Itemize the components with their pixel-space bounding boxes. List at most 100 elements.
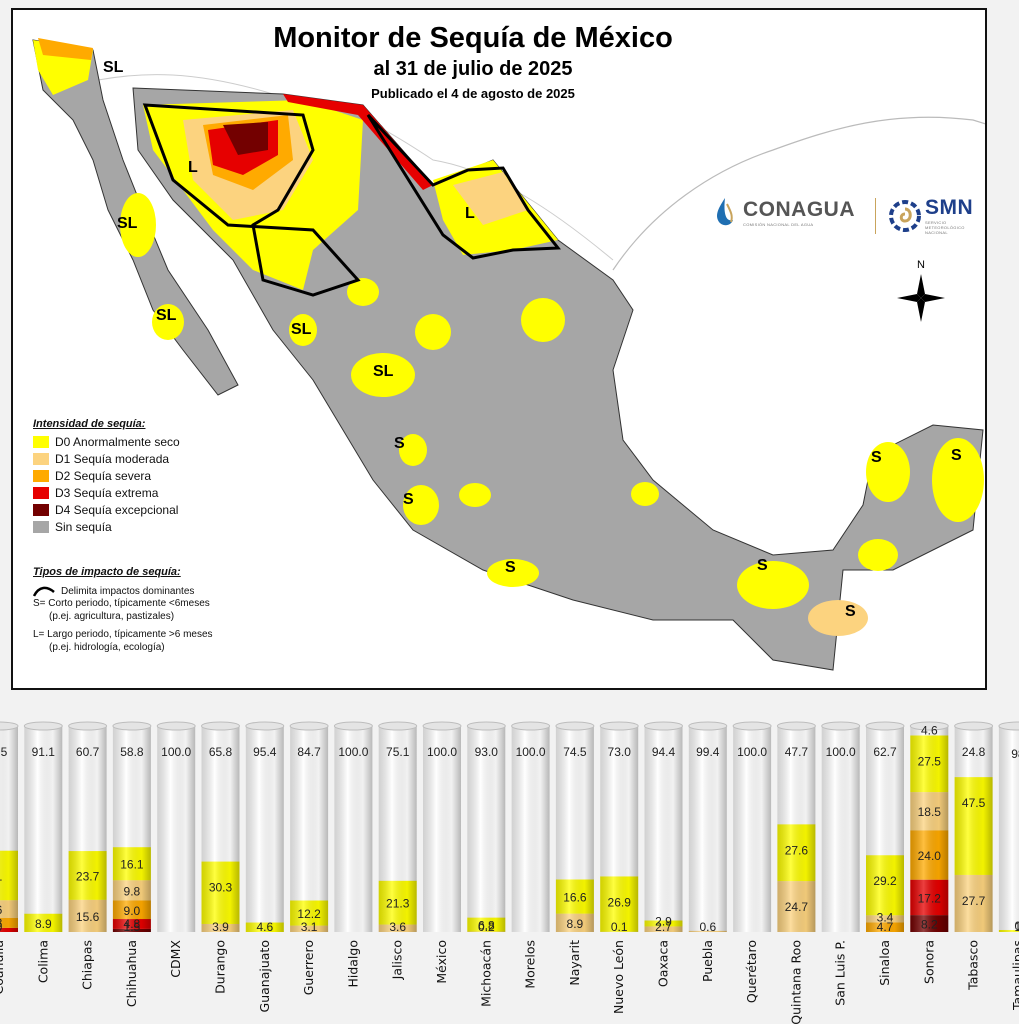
bar-cap xyxy=(466,721,506,731)
bar-shading xyxy=(777,726,816,932)
bar-value-label: 6 xyxy=(0,903,3,917)
bar-value-label: 98 xyxy=(1011,747,1019,761)
state-bar: 99.4 0.6 Puebla xyxy=(688,721,728,982)
bar-value-label: 99.4 xyxy=(696,745,720,759)
category-label: Morelos xyxy=(523,940,538,989)
state-bar: 47.7 27.6 24.7 Quintana Roo xyxy=(776,721,816,1024)
state-bar: 93.0 6.80.2 Michoacán xyxy=(466,721,506,1007)
bar-shading xyxy=(733,726,772,932)
category-label: San Luis P. xyxy=(833,940,848,1006)
category-label: Guerrero xyxy=(301,940,316,995)
bar-shading xyxy=(644,726,683,932)
region-label: L xyxy=(188,159,198,176)
legend-swatch xyxy=(33,520,49,533)
legend-label: Sin sequía xyxy=(55,519,112,534)
impact-boundary-northeast xyxy=(366,113,561,260)
bar-shading xyxy=(68,726,107,932)
bar-value-label: 65.8 xyxy=(209,745,233,759)
category-label: México xyxy=(434,940,449,984)
bar-cap xyxy=(644,721,683,731)
region-label: S xyxy=(505,559,516,576)
bar-value-label: 0 xyxy=(0,920,3,934)
bar-shading xyxy=(0,726,18,932)
bar-value-label: 73.0 xyxy=(608,745,632,759)
category-label: CDMX xyxy=(168,940,183,978)
legend-swatch xyxy=(33,486,49,499)
bar-cap xyxy=(156,721,196,731)
bar-cap xyxy=(422,721,462,731)
bar-shading xyxy=(998,726,1019,932)
baja-south-dry xyxy=(152,304,184,340)
bar-shading xyxy=(555,726,594,932)
bar-value-label: 16.1 xyxy=(120,858,144,872)
category-label: Querétaro xyxy=(744,940,759,1003)
bar-value-label: 3.1 xyxy=(301,920,318,934)
compass-north-label: N xyxy=(917,259,925,271)
bar-value-label: 27.5 xyxy=(918,754,942,768)
bar-value-label: 0.1 xyxy=(611,920,628,934)
bar-value-label: 2.7 xyxy=(655,920,672,934)
bar-shading xyxy=(24,726,63,932)
state-bar: 75.1 21.3 3.6 Jalisco xyxy=(378,721,418,980)
category-label: Michoacán xyxy=(478,940,493,1007)
logo-divider xyxy=(875,198,876,234)
bar-value-label: 58.8 xyxy=(120,745,144,759)
impact-line-label: Delimita impactos dominantes xyxy=(61,585,195,597)
bar-shading xyxy=(157,726,196,932)
intensity-legend: Intensidad de sequía: D0 Anormalmente se… xyxy=(33,418,293,535)
bar-shading xyxy=(378,726,417,932)
legend-label: D1 Sequía moderada xyxy=(55,451,170,466)
state-bar: 100.0 Hidalgo xyxy=(333,721,373,988)
map-date: al 31 de julio de 2025 xyxy=(373,58,573,80)
bar-value-label: 74.5 xyxy=(563,745,587,759)
bar-cap xyxy=(909,721,949,731)
legend-swatch xyxy=(33,452,49,465)
bar-value-label: 4.6 xyxy=(256,920,273,934)
bar-value-label: 26.9 xyxy=(608,895,632,909)
bar-value-label: 93.0 xyxy=(475,745,499,759)
bar-value-label: 27.6 xyxy=(785,843,809,857)
bar-value-label: 8.2 xyxy=(921,918,938,932)
state-bar: 95.4 4.6 Guanajuato xyxy=(245,721,285,1012)
conagua-drop-icon xyxy=(717,198,733,226)
bar-value-label: 94.4 xyxy=(652,745,676,759)
legend-swatch xyxy=(33,503,49,516)
bar-cap xyxy=(776,721,816,731)
veracruz-spot xyxy=(631,482,659,506)
bar-value-label: 0.2 xyxy=(478,920,495,934)
bar-cap xyxy=(954,721,994,731)
region-label: SL xyxy=(373,363,394,380)
northeast-moderate-area xyxy=(453,172,528,225)
bar-cap xyxy=(555,721,595,731)
state-bar: 84.7 12.23.1 Guerrero xyxy=(289,721,329,995)
category-label: Jalisco xyxy=(390,940,405,980)
bar-cap xyxy=(23,721,63,731)
bar-value-label: 100.0 xyxy=(826,745,856,759)
zacatecas-spot xyxy=(415,314,451,350)
bar-cap xyxy=(333,721,373,731)
gulf-coastline xyxy=(612,116,985,271)
state-bar: 4.6 27.5 18.5 24.0 17.2 8.2 Sonora xyxy=(909,721,949,984)
legend-swatch xyxy=(33,469,49,482)
bar-cap xyxy=(511,721,551,731)
bar-value-label: 1.5 xyxy=(124,920,141,934)
impact-heading: Tipos de impacto de sequía: xyxy=(33,566,181,578)
map-title: Monitor de Sequía de México xyxy=(273,22,673,54)
map-graphic: SL L L SL SL SL SL S S S S S S S N xyxy=(32,38,985,671)
bar-value-label: 29.2 xyxy=(873,874,897,888)
bar-shading xyxy=(201,726,240,932)
legend-label: D2 Sequía severa xyxy=(55,468,152,483)
bar-value-label: 21.3 xyxy=(386,897,410,911)
bar-value-label: 9.8 xyxy=(124,884,141,898)
bar-value-label: 6.8 xyxy=(478,919,495,933)
impact-legend: Tipos de impacto de sequía: Delimita imp… xyxy=(33,566,333,654)
region-label: SL xyxy=(117,215,138,232)
impact-boundary-northwest xyxy=(142,103,361,297)
legend-heading: Intensidad de sequía: xyxy=(33,418,146,430)
state-bar: 58.8 16.1 9.8 9.04.81.5 Chihuahua xyxy=(112,721,152,1007)
bar-value-label: 0.5 xyxy=(0,745,8,759)
smn-logo: SMN SERVICIO METEOROLÓGICO NACIONAL xyxy=(888,196,973,235)
bar-value-label: 0.6 xyxy=(699,920,716,934)
bar-value-label: 4.6 xyxy=(921,723,938,737)
state-bar: 100.0 San Luis P. xyxy=(821,721,861,1006)
